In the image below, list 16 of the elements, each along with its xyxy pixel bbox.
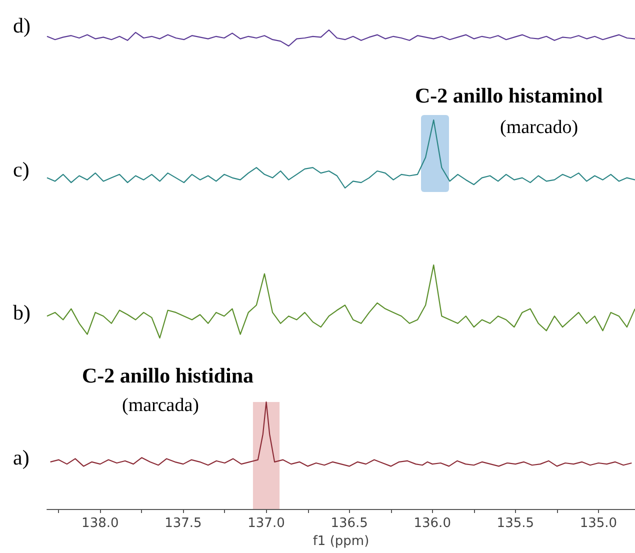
x-tick-label: 138.0 — [82, 516, 119, 531]
x-tick-label: 136.0 — [414, 516, 451, 531]
x-tick-label: 136.5 — [330, 516, 368, 531]
text: C-2 anillo histaminol — [415, 84, 604, 108]
annotation: (marcado) — [500, 117, 578, 138]
text: a) — [13, 446, 30, 470]
chart-title: d) — [13, 14, 30, 38]
x-tick-label: 137.0 — [248, 516, 285, 531]
x-axis-title: f1 (ppm) — [312, 534, 370, 549]
text: c) — [13, 158, 30, 182]
text: b) — [13, 300, 30, 324]
x-tick-label: 135.5 — [496, 516, 534, 531]
text: C-2 anillo histidina — [82, 364, 254, 388]
x-tick-label: 137.5 — [164, 516, 202, 531]
x-tick-label: 135.0 — [580, 516, 618, 531]
annotation: (marcada) — [122, 395, 199, 416]
